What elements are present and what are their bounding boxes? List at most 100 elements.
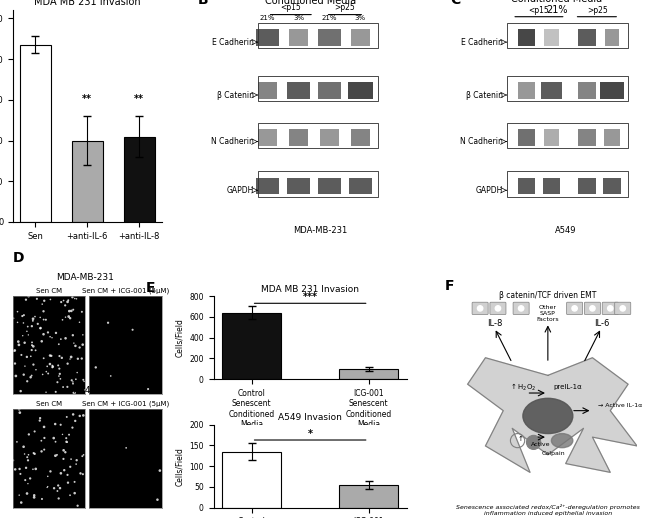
Point xyxy=(36,337,47,346)
Point xyxy=(53,340,64,349)
Text: C: C xyxy=(450,0,460,7)
Point xyxy=(75,412,85,420)
Bar xyxy=(222,313,281,379)
Point xyxy=(12,308,23,316)
FancyBboxPatch shape xyxy=(472,302,488,314)
FancyBboxPatch shape xyxy=(258,82,278,99)
Text: Calpain: Calpain xyxy=(541,451,565,456)
Text: 3%: 3% xyxy=(355,15,366,21)
Text: 3%: 3% xyxy=(293,15,304,21)
Point xyxy=(59,466,70,474)
Point xyxy=(37,495,47,503)
Point xyxy=(68,380,78,388)
Point xyxy=(54,365,64,373)
Point xyxy=(55,421,66,429)
Y-axis label: Cells/Field: Cells/Field xyxy=(175,447,184,485)
Point xyxy=(14,491,25,499)
Point xyxy=(27,338,37,347)
Point xyxy=(57,354,67,362)
Text: GAPDH: GAPDH xyxy=(476,186,503,195)
FancyBboxPatch shape xyxy=(258,76,378,102)
Point xyxy=(47,334,57,342)
Point xyxy=(77,354,87,363)
Point xyxy=(70,489,80,497)
Point xyxy=(75,469,86,478)
Point xyxy=(46,467,56,476)
Text: E: E xyxy=(146,281,155,295)
Point xyxy=(18,442,29,451)
Circle shape xyxy=(620,306,625,311)
FancyBboxPatch shape xyxy=(601,82,623,99)
Text: A549: A549 xyxy=(74,386,97,395)
Point xyxy=(38,330,49,338)
Point xyxy=(127,326,138,334)
Point xyxy=(16,387,26,395)
Text: Other
SASP
Factors: Other SASP Factors xyxy=(536,305,559,322)
Point xyxy=(53,361,64,369)
Point xyxy=(15,470,25,478)
Point xyxy=(64,430,74,439)
Point xyxy=(67,293,77,301)
Point xyxy=(68,306,79,314)
Point xyxy=(61,438,72,446)
FancyBboxPatch shape xyxy=(348,82,373,99)
FancyBboxPatch shape xyxy=(578,30,596,46)
Point xyxy=(56,469,66,478)
Point xyxy=(30,312,40,321)
Point xyxy=(69,339,79,347)
Point xyxy=(22,490,32,498)
Point xyxy=(10,359,20,368)
Point xyxy=(56,335,66,343)
Point xyxy=(23,322,33,330)
Text: β Catenin: β Catenin xyxy=(466,91,503,99)
Point xyxy=(39,434,49,442)
Point xyxy=(57,315,68,324)
Ellipse shape xyxy=(551,434,573,448)
Point xyxy=(65,355,75,363)
Point xyxy=(66,307,77,315)
Point xyxy=(27,341,37,349)
Point xyxy=(55,375,66,383)
Point xyxy=(55,484,65,492)
Point xyxy=(56,298,66,306)
Polygon shape xyxy=(467,358,637,472)
Point xyxy=(23,480,33,488)
Point xyxy=(10,372,21,380)
Point xyxy=(12,438,22,446)
FancyBboxPatch shape xyxy=(287,82,310,99)
Point xyxy=(12,318,23,326)
FancyBboxPatch shape xyxy=(584,302,601,314)
Point xyxy=(80,386,90,394)
Point xyxy=(70,478,80,486)
Title: MDA MB 231 Invasion: MDA MB 231 Invasion xyxy=(261,285,359,294)
Point xyxy=(71,375,81,383)
Text: E Cadherin: E Cadherin xyxy=(462,38,503,47)
Point xyxy=(55,352,65,360)
Point xyxy=(105,372,116,380)
FancyBboxPatch shape xyxy=(513,302,529,314)
Text: Sen CM: Sen CM xyxy=(36,288,62,294)
Point xyxy=(50,452,60,460)
FancyBboxPatch shape xyxy=(603,302,618,314)
Point xyxy=(60,313,71,321)
Title: A549 Invasion: A549 Invasion xyxy=(278,413,342,423)
Point xyxy=(31,346,41,354)
Text: Senescence associated redox/Ca²⁺-deregulation promotes
inflammation induced epit: Senescence associated redox/Ca²⁺-deregul… xyxy=(456,504,640,516)
Point xyxy=(8,456,18,465)
Text: β Catenin: β Catenin xyxy=(217,91,254,99)
Point xyxy=(47,361,57,369)
Point xyxy=(42,482,53,491)
Circle shape xyxy=(478,306,483,311)
FancyBboxPatch shape xyxy=(605,30,619,46)
FancyBboxPatch shape xyxy=(318,178,341,194)
Text: Active: Active xyxy=(531,442,551,447)
Point xyxy=(68,331,78,339)
Point xyxy=(23,456,33,465)
Point xyxy=(79,451,89,459)
Point xyxy=(23,430,34,439)
Point xyxy=(90,363,101,371)
Point xyxy=(49,484,59,493)
Point xyxy=(46,295,56,304)
FancyBboxPatch shape xyxy=(578,129,596,146)
Point xyxy=(25,352,36,361)
